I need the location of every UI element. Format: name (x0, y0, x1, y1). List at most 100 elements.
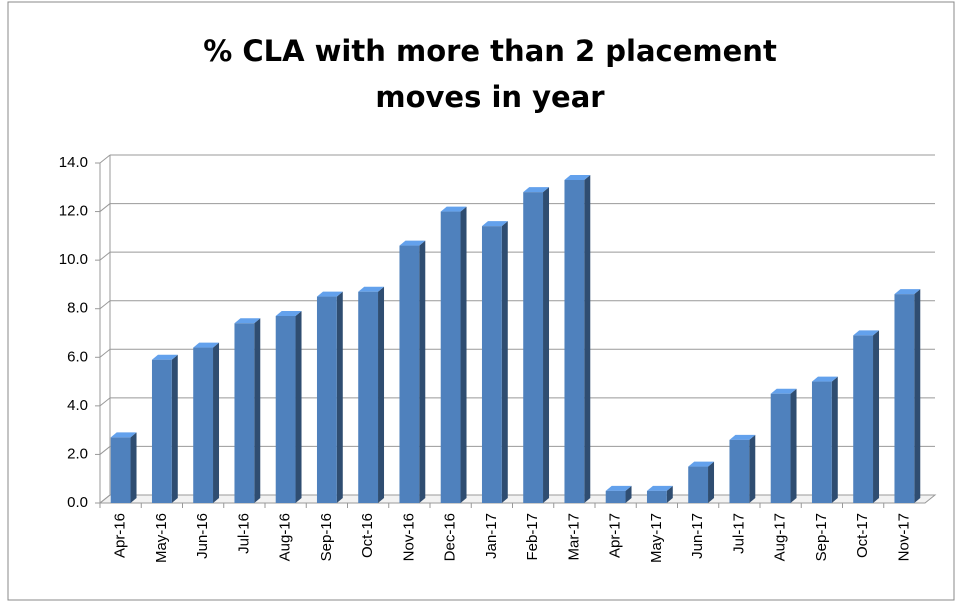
bar-top (481, 221, 508, 227)
bar (894, 294, 915, 503)
x-tick-label: Sep-16 (318, 513, 335, 561)
x-tick-label: Mar-17 (565, 513, 582, 561)
x-tick-label: May-16 (153, 513, 170, 563)
bar-top (605, 485, 632, 491)
floor (98, 494, 937, 504)
bar (811, 381, 832, 503)
bar-side (460, 206, 467, 504)
bar (853, 335, 874, 503)
x-tick-label: Aug-16 (277, 513, 294, 561)
bar (110, 437, 131, 503)
bar (234, 323, 255, 503)
bar (523, 192, 544, 503)
bar (688, 466, 709, 503)
x-tick-label: Jan-17 (483, 513, 500, 559)
y-tick-label: 4.0 (67, 397, 88, 414)
bar (316, 296, 337, 503)
bar-side (873, 330, 880, 503)
bar-top (564, 175, 591, 180)
x-tick-label: Sep-17 (813, 513, 830, 561)
y-tick-label: 6.0 (67, 348, 88, 365)
bar (729, 439, 750, 503)
bar-top (853, 330, 880, 336)
bar-top (358, 286, 385, 292)
bar-side (708, 461, 715, 503)
y-tick-label: 8.0 (67, 300, 88, 317)
bar-side (171, 354, 178, 503)
bar-side (378, 286, 385, 503)
bar-top (646, 485, 673, 491)
chart-border (7, 1, 955, 601)
x-tick-label: Nov-17 (895, 513, 912, 561)
bar-top (894, 289, 921, 295)
grid-line (99, 300, 111, 310)
bar-side (130, 432, 137, 503)
x-tick-label: Feb-17 (524, 513, 541, 561)
grid-line (99, 348, 111, 358)
bar-side (213, 342, 220, 503)
bar-top (729, 434, 756, 440)
bar-side (625, 485, 632, 503)
bar-side (295, 311, 302, 503)
x-tick-label: Oct-16 (359, 513, 376, 558)
bar (440, 211, 461, 504)
bar-side (501, 221, 508, 503)
bar (646, 490, 667, 503)
bar-side (790, 388, 797, 503)
bar-side (584, 175, 591, 503)
bar-top (110, 432, 137, 438)
bar-top (234, 318, 261, 324)
grid-line (99, 446, 111, 455)
bar (564, 180, 585, 503)
bar-top (151, 354, 178, 360)
bar-side (666, 485, 673, 503)
x-tick-label: Aug-17 (772, 513, 789, 561)
x-tick-label: Jun-17 (689, 513, 706, 559)
bar-top (275, 311, 302, 316)
x-tick-label: Jul-17 (730, 513, 747, 554)
bar-top (193, 342, 220, 348)
bar-top (440, 206, 467, 212)
x-tick-label: Nov-16 (400, 513, 417, 561)
bar-side (749, 434, 756, 503)
y-tick-label: 12.0 (59, 203, 88, 220)
x-tick-label: Dec-16 (442, 513, 459, 561)
bar-top (688, 461, 715, 467)
bar (605, 490, 626, 503)
y-tick-label: 14.0 (59, 154, 88, 171)
bar-side (831, 376, 838, 503)
bar (481, 226, 502, 503)
chart-title: % CLA with more than 2 placement moves i… (203, 34, 777, 114)
x-tick-label: Jul-16 (235, 513, 252, 554)
x-tick-label: May-17 (648, 513, 665, 563)
bar (275, 316, 296, 503)
bar-side (419, 240, 426, 504)
x-tick-label: Apr-17 (607, 513, 624, 558)
y-tick-label: 10.0 (59, 251, 88, 268)
bar-top (811, 376, 838, 382)
x-tick-label: Apr-16 (112, 513, 129, 558)
bar-top (770, 388, 797, 394)
grid-line (99, 154, 111, 164)
x-tick-label: Jun-16 (194, 513, 211, 559)
y-tick-label: 2.0 (67, 445, 88, 462)
bar (151, 359, 172, 503)
bar-top (316, 291, 343, 297)
grid-line (99, 203, 111, 212)
grid-line (99, 494, 111, 504)
bar-side (254, 318, 261, 503)
bar-side (336, 291, 343, 503)
bar (358, 291, 379, 503)
y-tick-label: 0.0 (67, 494, 88, 511)
bar (193, 347, 214, 503)
grid-line (99, 251, 111, 261)
bar-top (523, 187, 550, 193)
grid-line (99, 397, 111, 407)
bar (770, 393, 791, 503)
bar (399, 245, 420, 504)
x-tick-label: Oct-17 (854, 513, 871, 558)
bar-side (914, 289, 921, 503)
bar-top (399, 240, 426, 246)
